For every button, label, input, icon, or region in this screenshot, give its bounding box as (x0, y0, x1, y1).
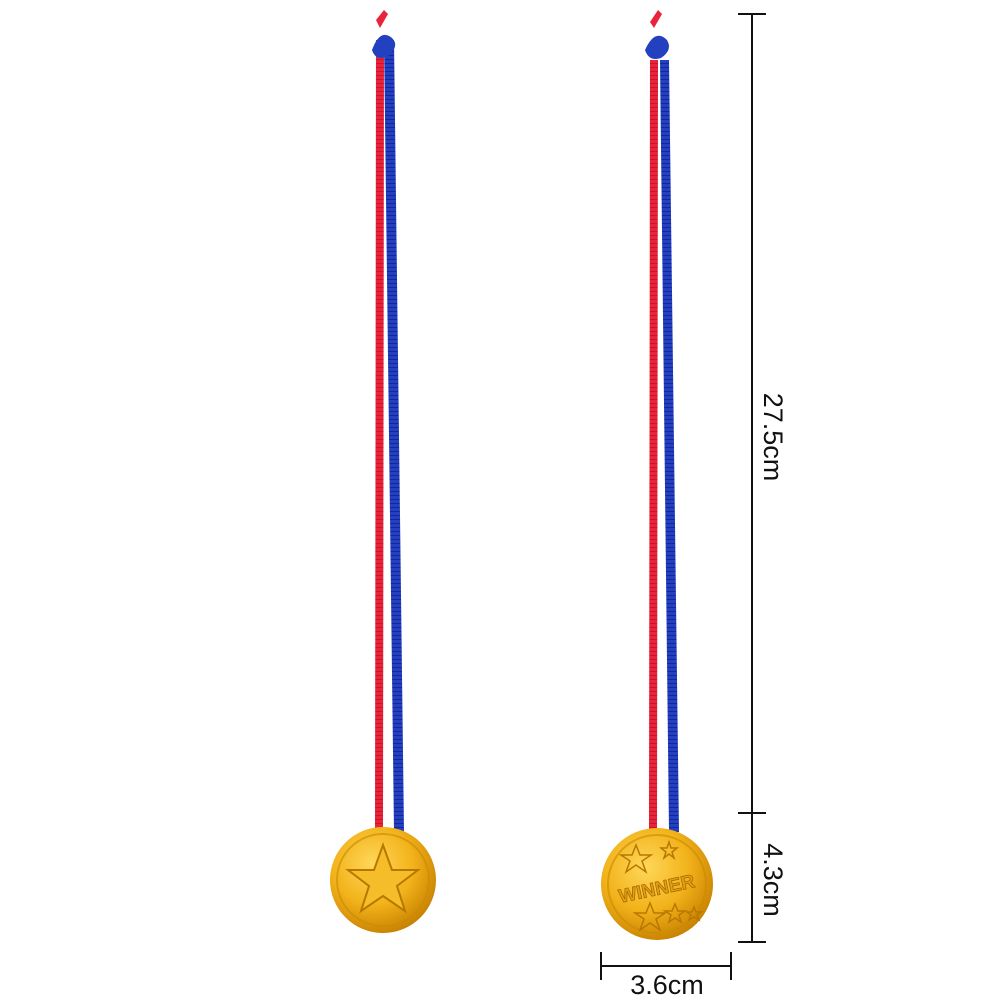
right-ribbon (645, 10, 679, 832)
star-icon (632, 900, 668, 932)
right-medal: WINNER (601, 828, 713, 940)
star-icon (684, 904, 704, 922)
star-icon (662, 902, 688, 924)
star-icon (618, 842, 654, 874)
width-label: 3.6cm (630, 970, 704, 1000)
star-icon (658, 839, 680, 861)
horizontal-dimension (600, 952, 732, 980)
height-label: 4.3cm (758, 843, 788, 917)
vertical-dimension (738, 13, 766, 943)
star-icon (345, 842, 421, 914)
left-medal (330, 827, 436, 933)
length-label: 27.5cm (758, 393, 788, 482)
left-ribbon (372, 10, 404, 832)
